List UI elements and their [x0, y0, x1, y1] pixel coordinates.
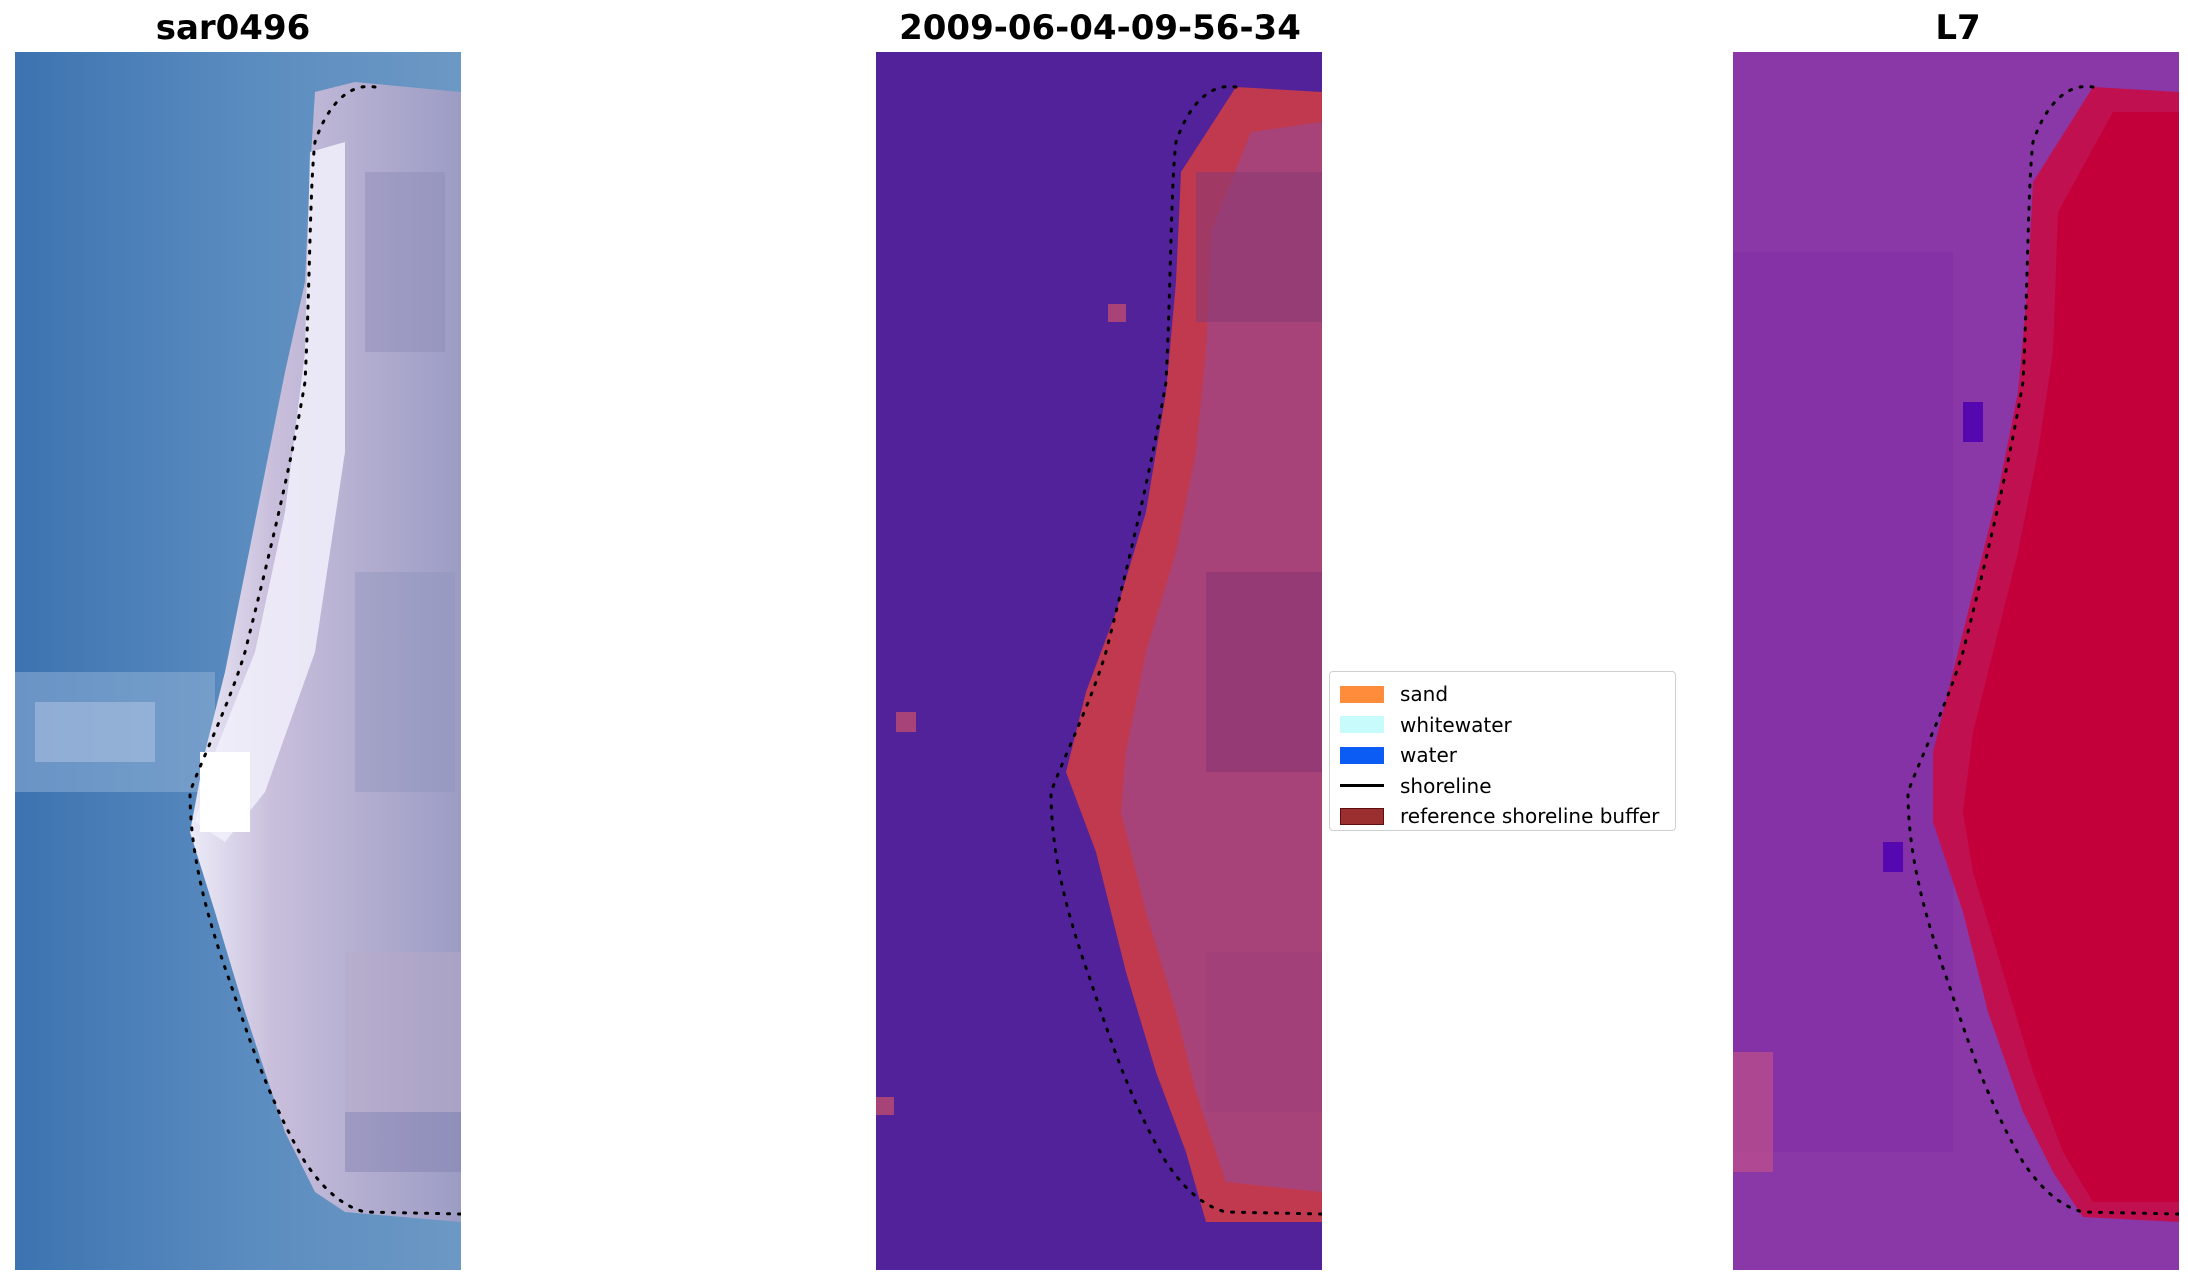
shoreline-line-icon [1340, 784, 1384, 788]
legend-label-sand: sand [1400, 682, 1449, 707]
classified-image-panel [876, 52, 1322, 1270]
rgb-image [15, 52, 461, 1270]
panel-title-classified: 2009-06-04-09-56-34 [899, 8, 1301, 48]
panel-title-rgb: sar0496 [155, 8, 311, 48]
legend: sand whitewater water shoreline referenc… [1329, 671, 1676, 831]
legend-item-shoreline: shoreline [1340, 771, 1665, 802]
legend-item-reference-buffer: reference shoreline buffer [1340, 801, 1665, 832]
reference-buffer-swatch [1340, 807, 1384, 825]
legend-label-whitewater: whitewater [1400, 712, 1512, 737]
legend-item-sand: sand [1340, 679, 1665, 710]
index-image [1733, 52, 2179, 1270]
legend-item-whitewater: whitewater [1340, 710, 1665, 741]
legend-item-water: water [1340, 740, 1665, 771]
panel-title-index: L7 [1935, 8, 1981, 48]
water-swatch [1340, 746, 1384, 764]
whitewater-swatch [1340, 716, 1384, 734]
index-image-panel [1733, 52, 2179, 1270]
legend-label-water: water [1400, 743, 1457, 768]
sand-swatch [1340, 685, 1384, 703]
rgb-image-panel [15, 52, 461, 1270]
classified-image [876, 52, 1322, 1270]
legend-label-shoreline: shoreline [1400, 773, 1492, 798]
legend-label-reference-buffer: reference shoreline buffer [1400, 804, 1660, 829]
